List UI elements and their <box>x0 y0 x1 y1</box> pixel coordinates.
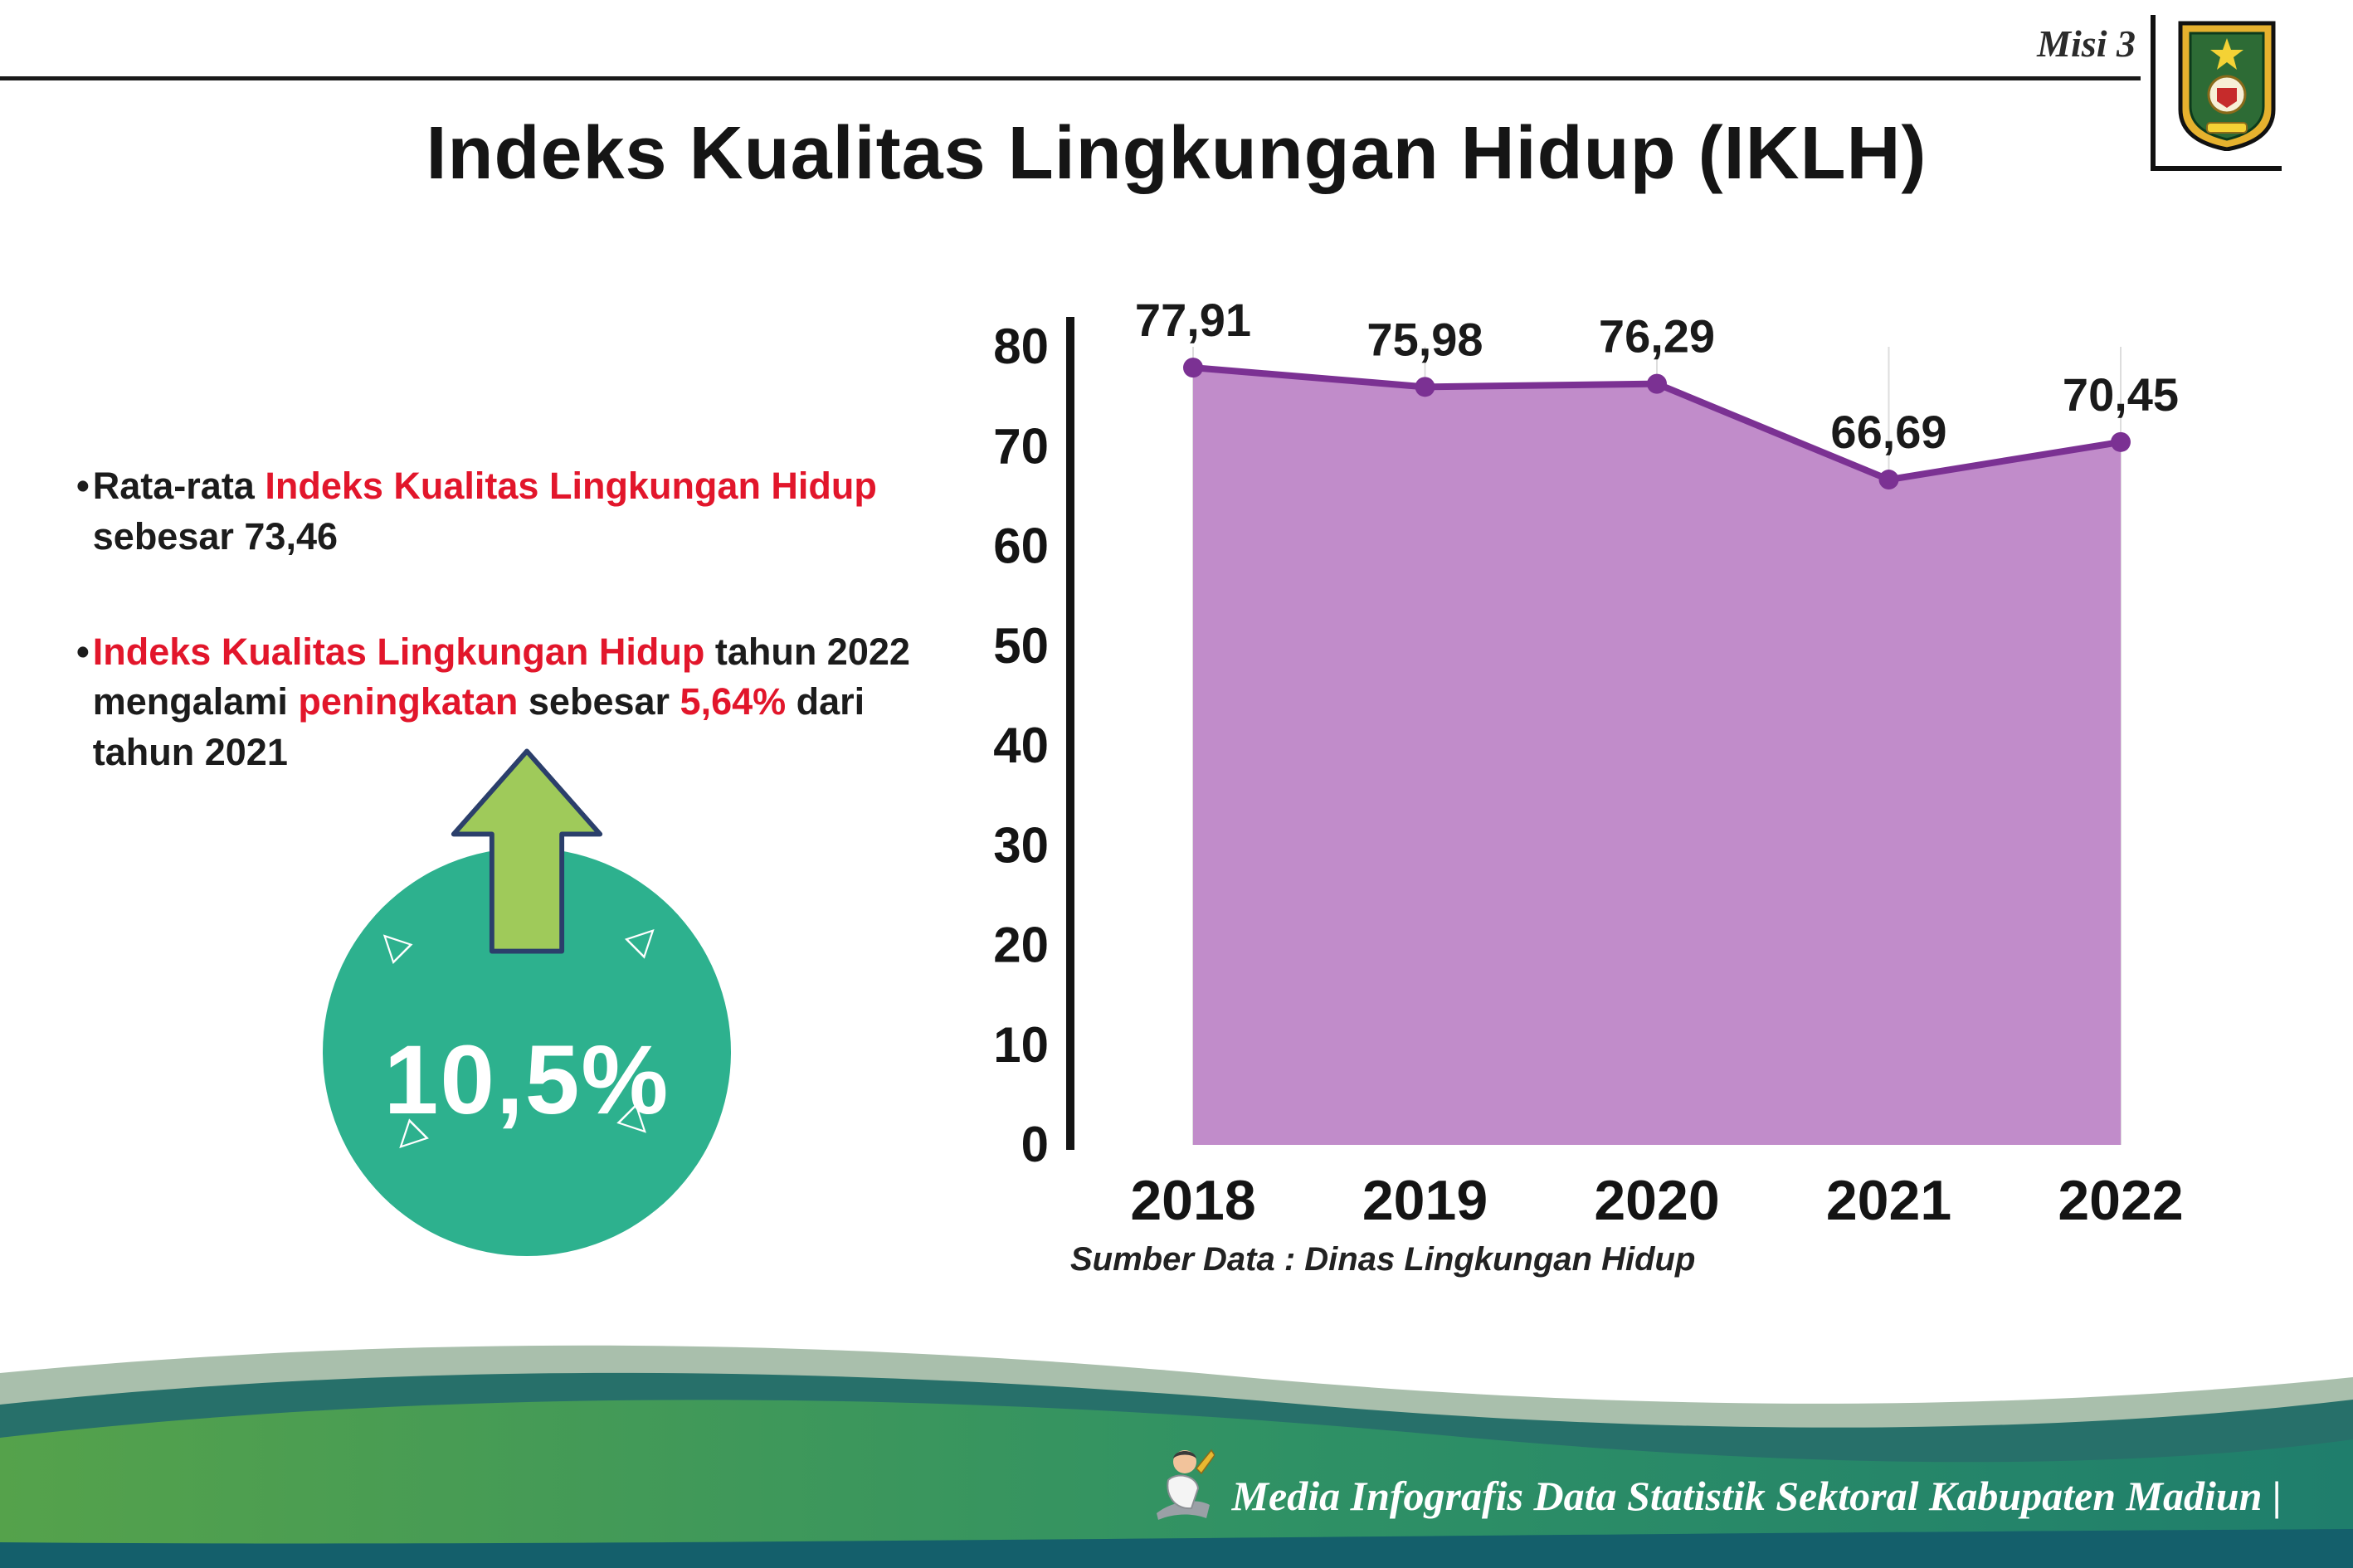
logo-frame <box>2151 15 2282 171</box>
svg-text:40: 40 <box>993 718 1049 773</box>
svg-text:2020: 2020 <box>1594 1169 1719 1232</box>
svg-text:66,69: 66,69 <box>1830 406 1946 458</box>
chart-source-note: Sumber Data : Dinas Lingkungan Hidup <box>1070 1241 1696 1278</box>
page-title: Indeks Kualitas Lingkungan Hidup (IKLH) <box>426 112 1927 195</box>
kabupaten-madiun-logo <box>2178 21 2276 151</box>
note-item-increase: • Indeks Kualitas Lingkungan Hidup tahun… <box>76 627 931 778</box>
mascot-icon <box>1157 1449 1215 1520</box>
footer-wave <box>0 1345 2353 1568</box>
bullet-marker: • <box>76 465 90 507</box>
svg-text:70,45: 70,45 <box>2063 368 2179 421</box>
svg-text:0: 0 <box>1021 1117 1049 1172</box>
svg-text:2018: 2018 <box>1130 1169 1255 1232</box>
svg-text:2019: 2019 <box>1362 1169 1488 1232</box>
svg-text:30: 30 <box>993 817 1049 873</box>
arrow-up-icon <box>451 748 603 954</box>
header-divider <box>0 76 2141 80</box>
percentage-value: 10,5% <box>383 1025 670 1135</box>
svg-text:2021: 2021 <box>1826 1169 1951 1232</box>
svg-text:70: 70 <box>993 418 1049 474</box>
footer-caption: Media Infografis Data Statistik Sektoral… <box>1231 1473 2282 1519</box>
bullet-marker: • <box>76 630 90 673</box>
misi-label: Misi 3 <box>2037 22 2136 65</box>
notes-list: • Rata-rata Indeks Kualitas Lingkungan H… <box>76 461 931 843</box>
svg-text:80: 80 <box>993 319 1049 374</box>
note-text: Indeks Kualitas Lingkungan Hidup tahun 2… <box>92 630 910 774</box>
note-text: Rata-rata Indeks Kualitas Lingkungan Hid… <box>92 465 877 558</box>
chart-canvas: 0 10 20 30 40 50 60 70 80 2018 2019 2020 2021 2022 77,… <box>993 294 2183 1232</box>
iklh-area-chart: 0 10 20 30 40 50 60 70 80 2018 2019 2020 2021 2022 77,… <box>946 274 2273 1286</box>
svg-text:50: 50 <box>993 618 1049 674</box>
svg-text:76,29: 76,29 <box>1599 310 1715 363</box>
svg-text:77,91: 77,91 <box>1135 294 1251 346</box>
svg-text:2022: 2022 <box>2058 1169 2183 1232</box>
svg-text:10: 10 <box>993 1017 1049 1073</box>
note-item-average: • Rata-rata Indeks Kualitas Lingkungan H… <box>76 461 931 562</box>
svg-text:60: 60 <box>993 519 1049 574</box>
svg-text:75,98: 75,98 <box>1366 313 1483 365</box>
svg-text:20: 20 <box>993 918 1049 973</box>
